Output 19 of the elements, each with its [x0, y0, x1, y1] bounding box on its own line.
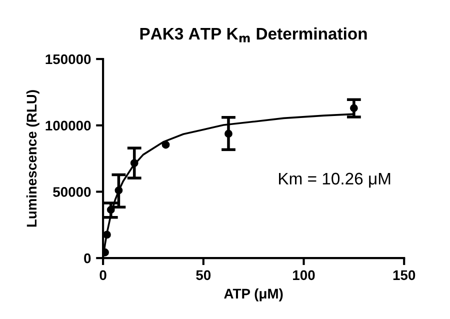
- y-axis-title: Luminescence (RLU): [26, 90, 40, 227]
- point: [130, 159, 138, 168]
- point: [106, 206, 115, 214]
- x-axis-title: ATP (μM): [224, 288, 283, 302]
- chart-title: PAK3 ATP K$_{m}$ Determination: [140, 27, 367, 42]
- x-tick-label: 100: [293, 270, 315, 280]
- point: [350, 104, 358, 112]
- x-tick-label: 150: [393, 270, 416, 280]
- y-tick-label: 100000: [46, 120, 91, 131]
- point: [114, 186, 123, 194]
- x-tick-label: 50: [196, 270, 211, 280]
- annotation: Km = 10.26 μM: [279, 172, 390, 188]
- point: [103, 230, 111, 239]
- y-tick-label: 0: [84, 253, 91, 264]
- point: [224, 130, 232, 138]
- x-tick-label: 0: [100, 270, 106, 280]
- y-tick-label: 50000: [53, 187, 91, 197]
- y-tick-label: 150000: [46, 54, 91, 64]
- point: [162, 140, 170, 149]
